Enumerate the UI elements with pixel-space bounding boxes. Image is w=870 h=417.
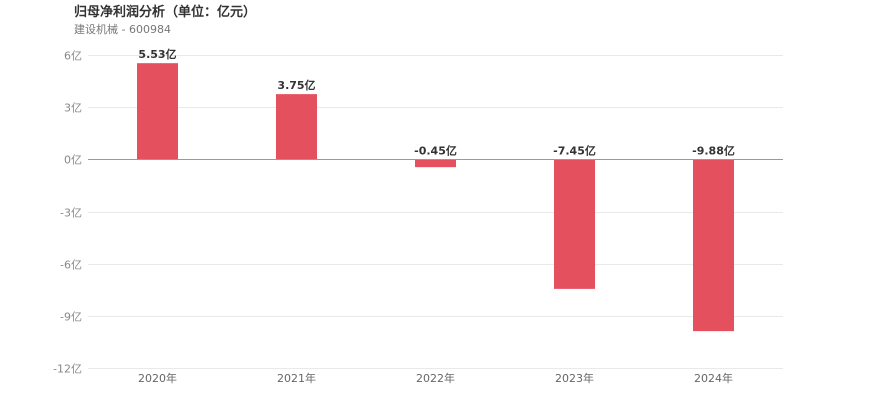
bar [415,159,456,168]
bars [137,63,734,332]
data-label: -9.88亿 [692,143,735,157]
y-tick-label: 3亿 [64,102,82,115]
gridlines [88,55,783,369]
y-tick-label: 6亿 [64,50,82,63]
y-tick-label: -3亿 [60,207,82,220]
x-tick-label: 2024年 [694,371,733,385]
y-tick-label: 0亿 [64,154,82,167]
bar [554,159,595,289]
y-tick-label: -6亿 [60,259,82,272]
bar [693,159,734,332]
bar [137,63,178,160]
x-tick-label: 2022年 [416,371,455,385]
axes: 6亿 3亿 0亿 -3亿 -6亿 -9亿 -12亿 2020年 2021年 2022年 2023年 2… [53,50,783,385]
x-tick-label: 2021年 [277,371,316,385]
chart-title: 归母净利润分析（单位：亿元） [74,5,257,20]
data-label: 3.75亿 [277,78,315,92]
chart-subtitle: 建设机械 - 600984 [74,23,171,36]
y-tick-label: -12亿 [53,363,82,376]
bar [276,94,317,160]
data-labels: 5.53亿 3.75亿 -0.45亿 -7.45亿 -9.88亿 [138,47,734,157]
data-label: -0.45亿 [414,143,457,157]
data-label: 5.53亿 [138,47,176,61]
x-tick-label: 2020年 [138,371,177,385]
data-label: -7.45亿 [553,143,596,157]
x-tick-label: 2023年 [555,371,594,385]
y-tick-label: -9亿 [60,311,82,324]
